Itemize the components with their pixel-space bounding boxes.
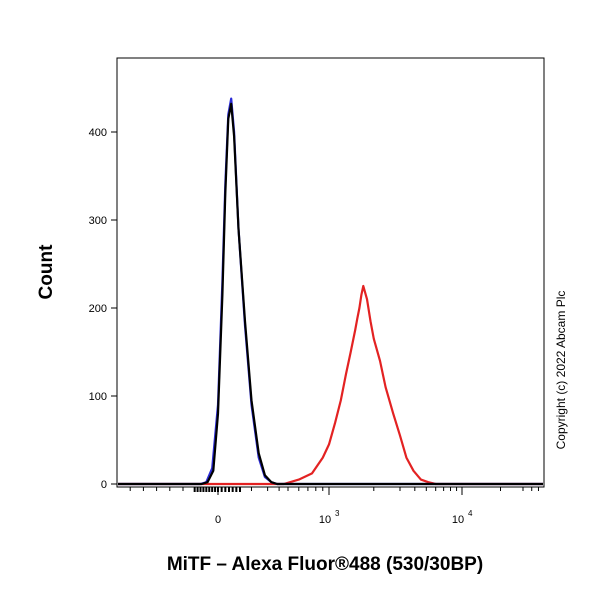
y-tick-label: 400 xyxy=(89,127,107,139)
y-tick-label: 300 xyxy=(89,215,107,227)
series-line-2 xyxy=(118,284,543,486)
copyright-annotation: Copyright (c) 2022 Abcam Plc xyxy=(554,291,568,450)
x-minor-ticks xyxy=(129,487,539,492)
x-tick-exponent: 3 xyxy=(335,509,340,518)
y-tick-label: 200 xyxy=(89,303,107,315)
x-tick-label: 0 xyxy=(215,514,221,526)
y-axis-ticks: 0 100 200 300 400 xyxy=(89,127,117,491)
x-tick-exponent: 4 xyxy=(468,509,473,518)
series-line-1 xyxy=(118,102,543,486)
y-tick-label: 0 xyxy=(101,479,107,491)
plot-frame xyxy=(116,57,545,488)
x-tick-label: 10 xyxy=(319,514,331,526)
series-layer xyxy=(118,97,543,486)
y-axis-label: Count xyxy=(36,244,57,300)
y-tick-label: 100 xyxy=(89,391,107,403)
x-axis-label: MiTF – Alexa Fluor®488 (530/30BP) xyxy=(167,554,483,575)
series-line-0 xyxy=(118,97,543,486)
x-axis-ticks: 0 10 3 10 4 xyxy=(215,487,473,526)
x-tick-label: 10 xyxy=(452,514,464,526)
